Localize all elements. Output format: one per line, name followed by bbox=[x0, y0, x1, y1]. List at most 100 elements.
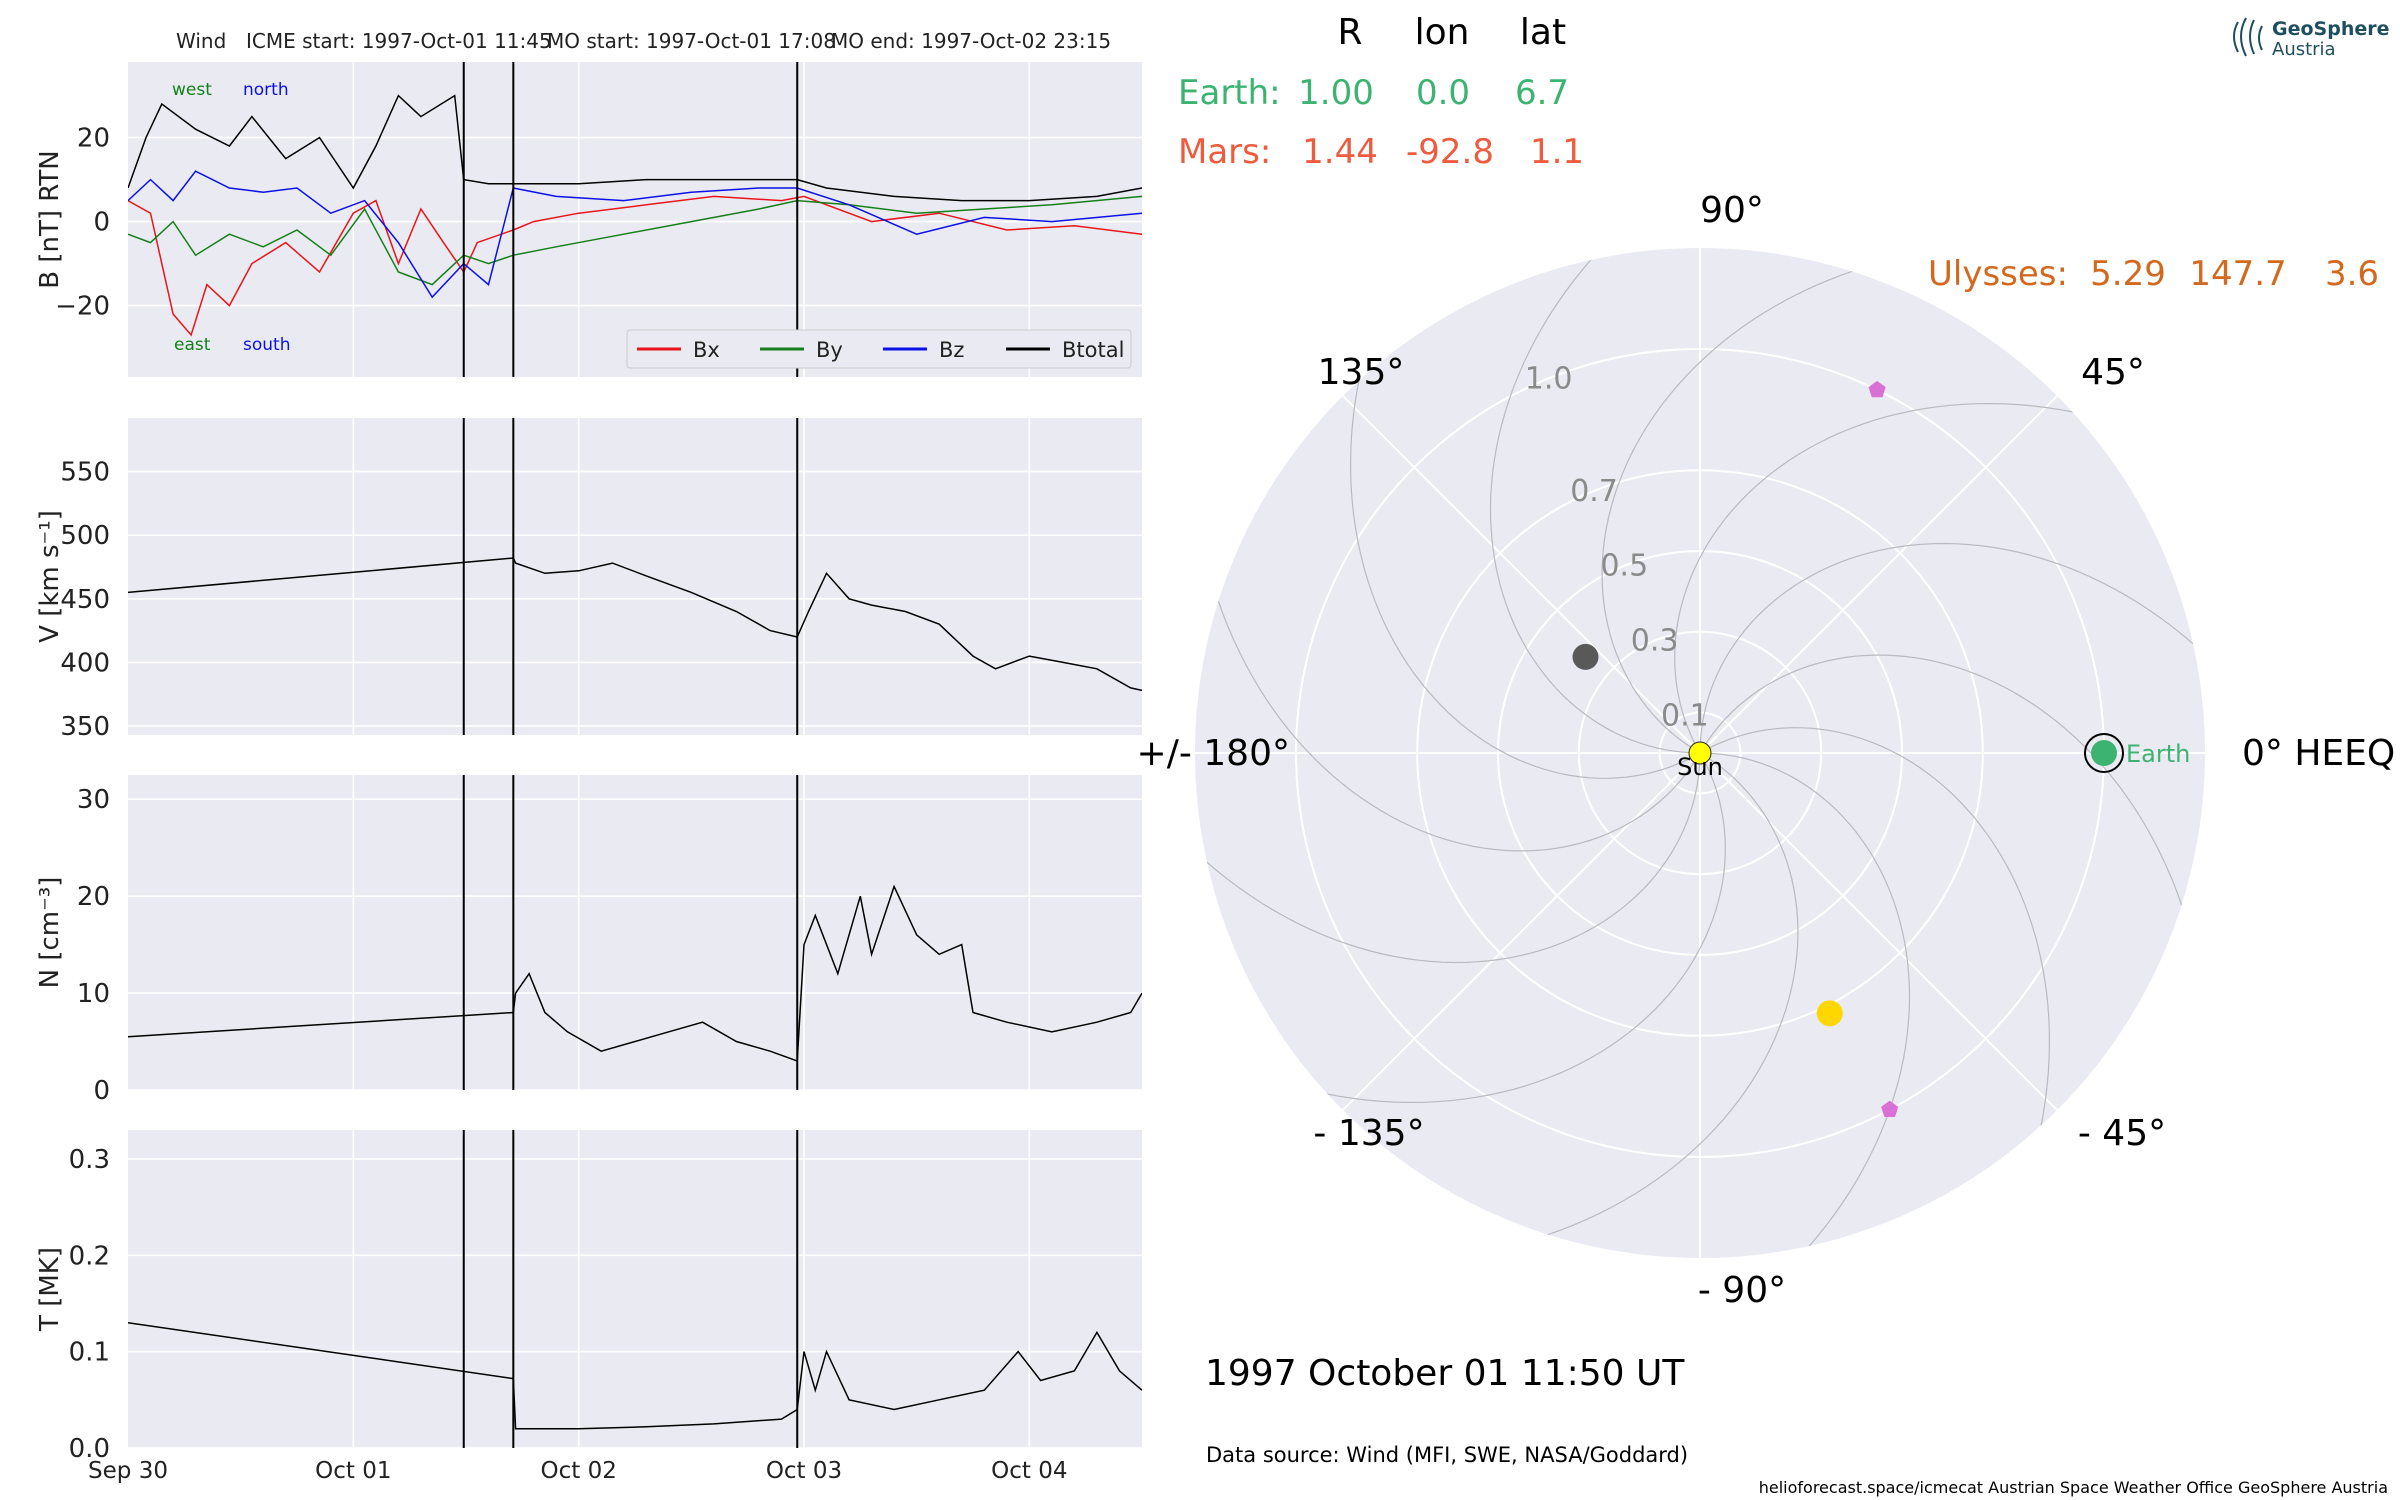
series-line-bx bbox=[128, 195, 1142, 337]
y-tick-label: 0.3 bbox=[69, 1145, 110, 1175]
annotation-east: east bbox=[174, 335, 211, 355]
annotation-north: north bbox=[243, 80, 289, 100]
logo-mark-icon bbox=[2233, 17, 2263, 57]
logo-line2: Austria bbox=[2272, 39, 2336, 60]
series-line-data bbox=[128, 884, 1142, 1062]
y-tick-label: 400 bbox=[60, 648, 110, 678]
series-line-btotal bbox=[128, 94, 1142, 202]
mars-row-lon: -92.8 bbox=[1406, 132, 1494, 172]
y-tick-label: 0 bbox=[93, 208, 110, 238]
legend-label: Btotal bbox=[1062, 338, 1124, 362]
logo-line1: GeoSphere bbox=[2272, 18, 2390, 40]
radial-tick-label: 1.0 bbox=[1525, 361, 1573, 396]
y-tick-label: 0.2 bbox=[69, 1241, 110, 1271]
header-lat: lat bbox=[1520, 12, 1566, 53]
legend-label: By bbox=[816, 338, 843, 362]
y-tick-label: 20 bbox=[77, 124, 110, 154]
angle-label-a90: 90° bbox=[1700, 190, 1764, 231]
parker-spiral-line bbox=[1706, 727, 2051, 1173]
parker-spiral-line bbox=[1501, 756, 1799, 1249]
y-axis-label: T [MK] bbox=[35, 1247, 65, 1332]
earth-row-lat: 6.7 bbox=[1515, 73, 1569, 113]
point-venus bbox=[1816, 1000, 1843, 1027]
speed-panel: 550 500 450 400 350 V [km s⁻¹] bbox=[35, 418, 1142, 742]
point-earth bbox=[2091, 740, 2117, 766]
earth-row-label: Earth: bbox=[1178, 73, 1281, 113]
x-tick-label: Oct 02 bbox=[540, 1458, 616, 1484]
parker-spiral-line bbox=[1204, 554, 1697, 852]
data-source: Data source: Wind (MFI, SWE, NASA/Goddar… bbox=[1206, 1443, 1688, 1467]
polar-position-plot: 1.0 0.7 0.5 0.3 0.1 0° HEEQ 45° 90° 135° +/- 180°… bbox=[1137, 190, 2396, 1311]
point-stereo-b bbox=[1881, 1100, 1899, 1117]
panel-background bbox=[128, 418, 1142, 735]
density-panel: 30 20 10 0 N [cm⁻³] bbox=[35, 775, 1142, 1106]
y-axis-label: V [km s⁻¹] bbox=[35, 510, 65, 643]
parker-spiral-line bbox=[1708, 752, 1911, 1258]
x-tick-label: Oct 03 bbox=[766, 1458, 842, 1484]
point-mercury bbox=[1572, 643, 1599, 670]
series-line-data bbox=[128, 557, 1142, 692]
mars-row-r: 1.44 bbox=[1302, 132, 1378, 172]
ulysses-row-r: 5.29 bbox=[2090, 254, 2166, 294]
parker-spiral-line bbox=[1703, 654, 2196, 952]
date-label: 1997 October 01 11:50 UT bbox=[1205, 1353, 1685, 1394]
y-tick-label: 350 bbox=[60, 712, 110, 742]
legend: Bx By Bz Btotal bbox=[626, 329, 1132, 369]
point-label-sun: Sun bbox=[1677, 753, 1723, 781]
y-tick-label: 20 bbox=[77, 882, 110, 912]
angle-label-am135: - 135° bbox=[1313, 1113, 1424, 1154]
point-earth-ring bbox=[2084, 733, 2124, 773]
magnetic-field-panel: 20 0 −20B [nT] RTN west north east south Bx By Bz… bbox=[35, 62, 1142, 377]
angle-label-am90: - 90° bbox=[1698, 1270, 1786, 1311]
angle-label-a45: 45° bbox=[2081, 352, 2145, 393]
positions-table: R lon lat Earth: 1.00 0.0 6.7 Mars: 1.44… bbox=[1178, 12, 2379, 294]
angular-grid-line bbox=[1699, 395, 2058, 754]
footer-credits: helioforecast.space/icmecat Austrian Spa… bbox=[1759, 1478, 2388, 1497]
mo-end-text: MO end: 1997-Oct-02 23:15 bbox=[831, 29, 1111, 53]
parker-spiral-line bbox=[1674, 402, 2120, 747]
angular-grid-line bbox=[1342, 395, 1701, 754]
header-text: Wind ICME start: 1997-Oct-01 11:45 MO st… bbox=[176, 29, 1111, 53]
mo-start-text: MO start: 1997-Oct-01 17:08 bbox=[547, 29, 836, 53]
earth-row-r: 1.00 bbox=[1298, 73, 1374, 113]
parker-spiral-line bbox=[1489, 248, 1692, 754]
annotation-south: south bbox=[243, 335, 290, 355]
angle-label-am45: - 45° bbox=[2078, 1113, 2166, 1154]
x-tick-label: Sep 30 bbox=[88, 1458, 168, 1484]
angle-label-a135: 135° bbox=[1318, 352, 1405, 393]
header-r: R bbox=[1337, 12, 1362, 53]
earth-row-lon: 0.0 bbox=[1416, 73, 1470, 113]
y-axis-label: B [nT] RTN bbox=[35, 150, 65, 289]
series-line-by bbox=[128, 195, 1142, 286]
y-tick-label: 450 bbox=[60, 585, 110, 615]
point-stereo-a bbox=[1868, 380, 1886, 398]
temperature-panel: 0.3 0.2 0.1 0.0 T [MK] Sep 30 Oct 01 Oct 02 Oct … bbox=[35, 1130, 1142, 1484]
ulysses-row-lon: 147.7 bbox=[2189, 254, 2286, 294]
y-tick-label: 0.0 bbox=[69, 1434, 110, 1464]
parker-spiral-line bbox=[1601, 257, 1899, 750]
angular-grid-line bbox=[1699, 752, 2058, 1111]
geosphere-logo: GeoSphere Austria bbox=[2233, 17, 2390, 60]
mars-row-label: Mars: bbox=[1178, 132, 1271, 172]
spacecraft-name: Wind bbox=[176, 29, 226, 53]
legend-label: Bz bbox=[939, 338, 964, 362]
parker-spiral-line bbox=[1699, 542, 2205, 745]
y-tick-label: −20 bbox=[55, 292, 110, 322]
radial-tick-label: 0.1 bbox=[1661, 699, 1709, 734]
ulysses-row-lat: 3.6 bbox=[2325, 254, 2379, 294]
parker-spiral-line bbox=[1280, 759, 1726, 1104]
legend-label: Bx bbox=[693, 338, 720, 362]
parker-spiral-line bbox=[1349, 333, 1694, 779]
y-tick-label: 30 bbox=[77, 785, 110, 815]
y-axis-label: N [cm⁻³] bbox=[35, 877, 65, 989]
annotation-west: west bbox=[172, 80, 212, 100]
ulysses-row-label: Ulysses: bbox=[1928, 254, 2068, 294]
radial-tick-label: 0.7 bbox=[1570, 474, 1618, 509]
radial-tick-label: 0.5 bbox=[1600, 549, 1648, 584]
y-tick-label: 0 bbox=[93, 1076, 110, 1106]
series-line-data bbox=[128, 1321, 1142, 1430]
series-line-bz bbox=[128, 170, 1142, 299]
y-tick-label: 500 bbox=[60, 521, 110, 551]
radial-tick-label: 0.3 bbox=[1631, 624, 1679, 659]
